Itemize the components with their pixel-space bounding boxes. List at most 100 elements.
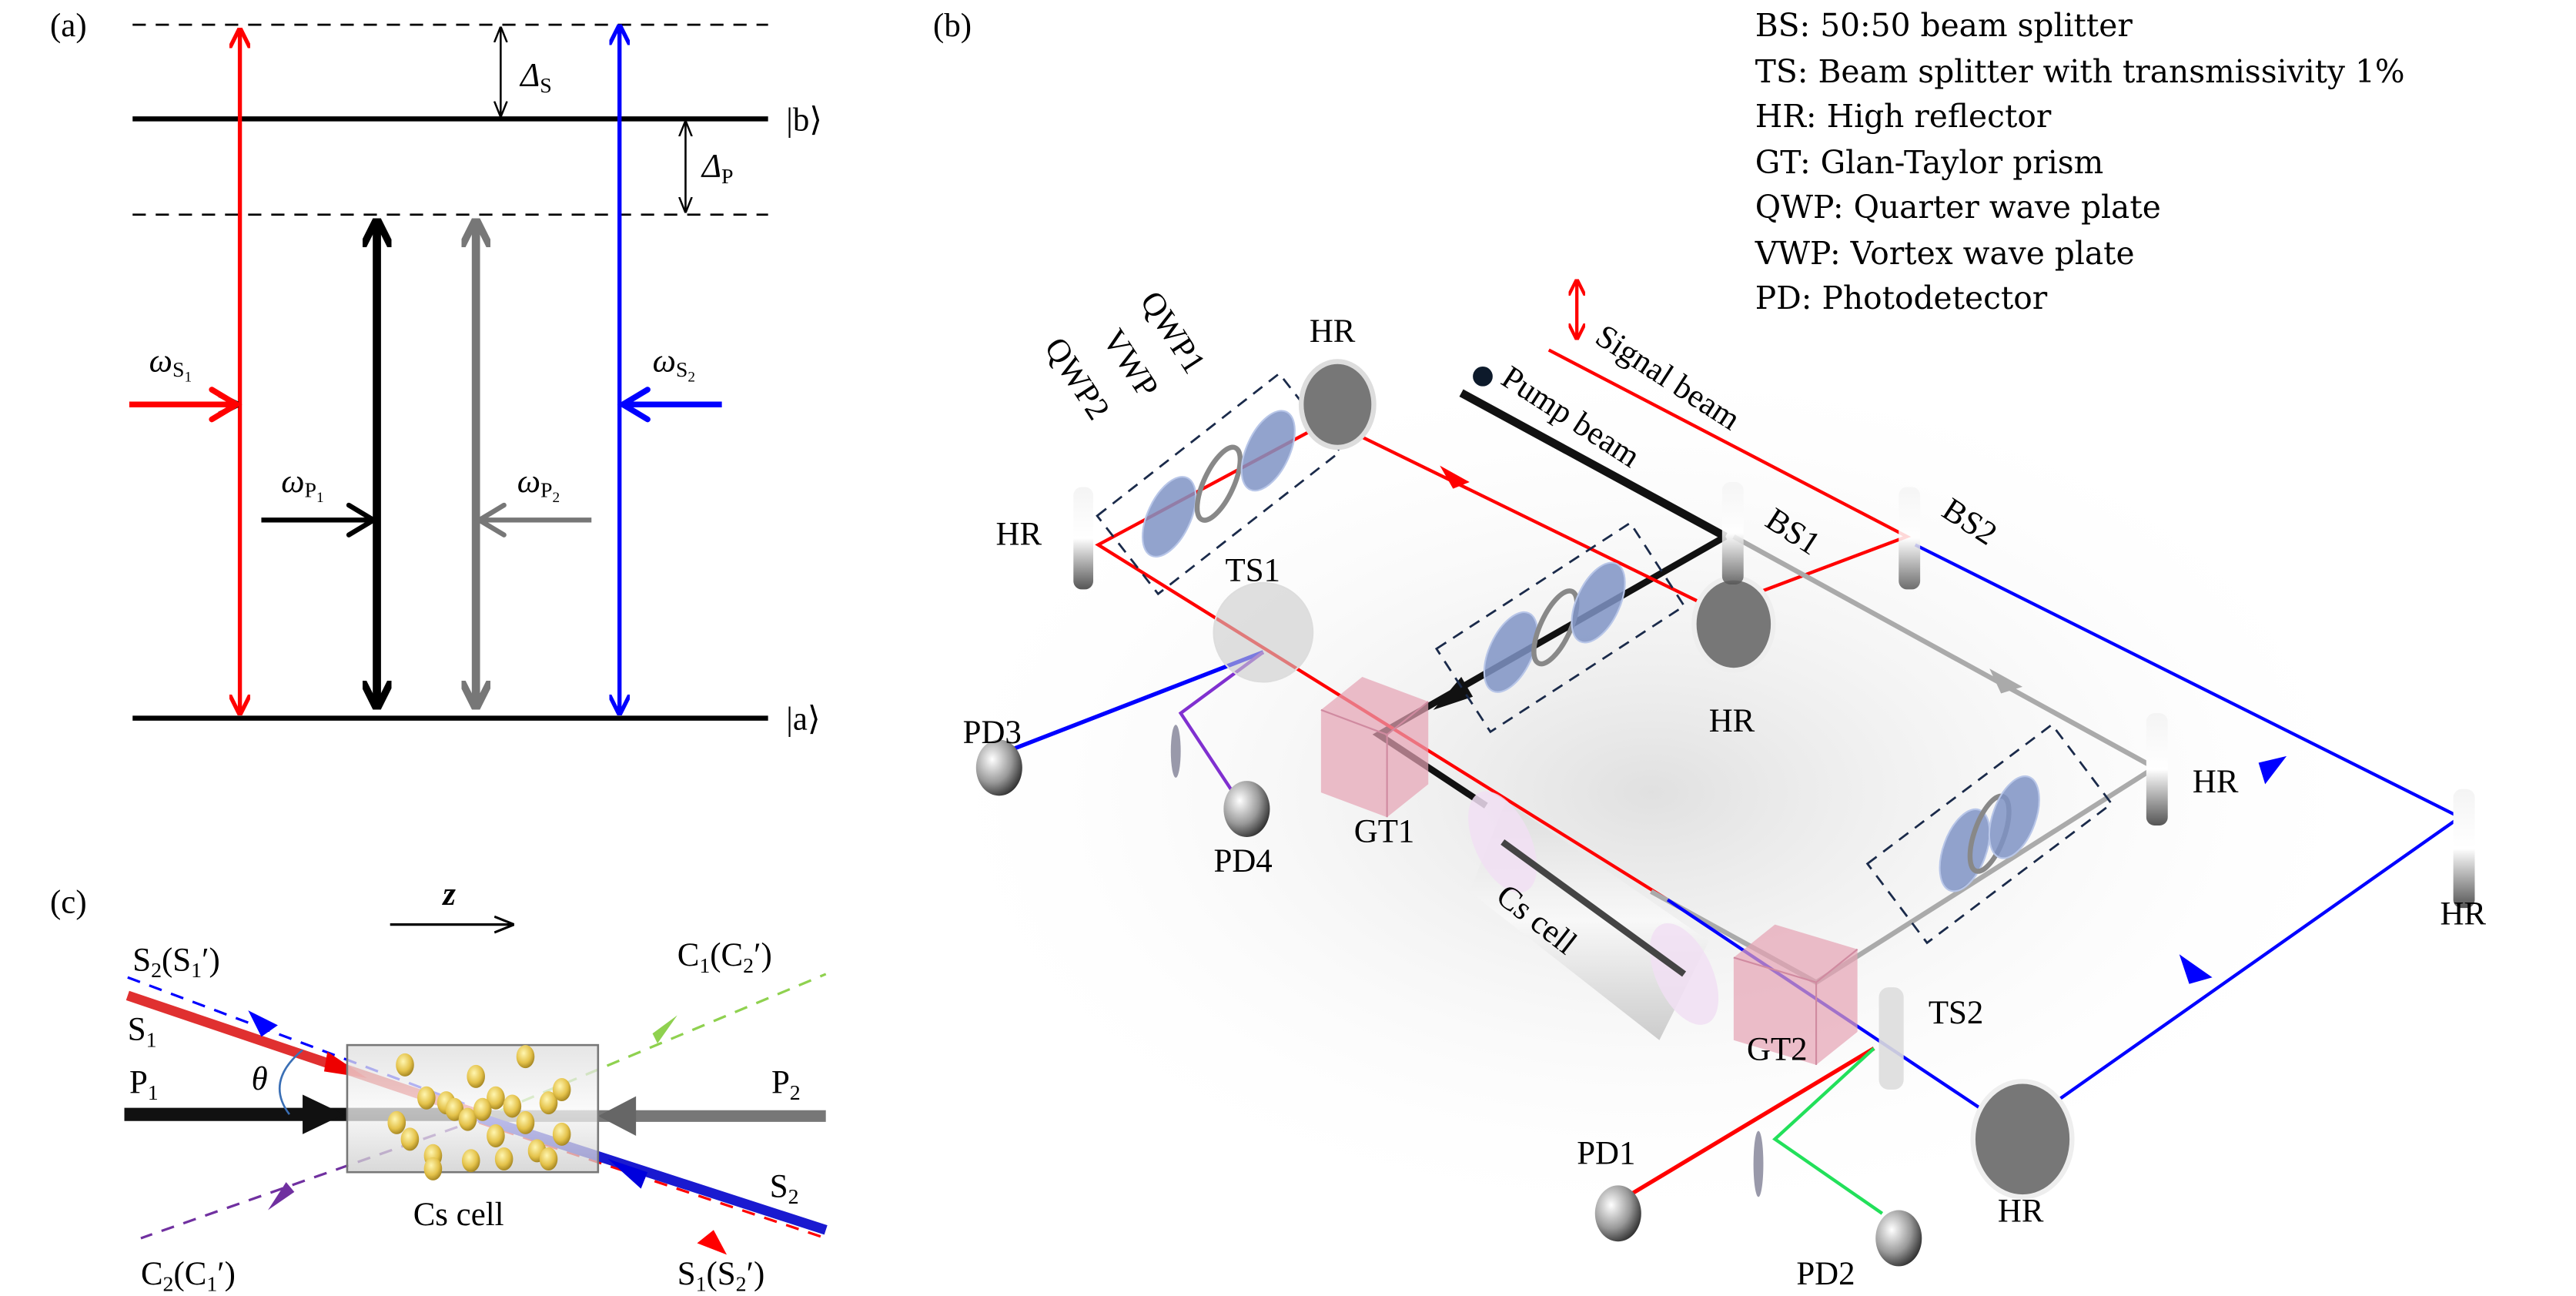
pd4-label: PD4 — [1214, 843, 1273, 879]
s2-output-arrowhead — [248, 1010, 278, 1037]
hr-label: HR — [1998, 1194, 2044, 1230]
pd2-label: PD2 — [1796, 1256, 1855, 1292]
cs-atom — [417, 1086, 436, 1110]
ts1-label: TS1 — [1226, 553, 1280, 589]
state-a-label: |a⟩ — [786, 702, 820, 738]
legend-item: QWP: Quarter wave plate — [1755, 189, 2161, 226]
c2-c1prime-label: C2(C1′) — [141, 1256, 236, 1296]
cs-cell-cylinder — [1468, 791, 1719, 1040]
s1-output-dashed — [478, 1121, 827, 1240]
qwp-plate — [1571, 561, 1626, 644]
pump1-direction-arrowhead — [1433, 677, 1474, 710]
pump-p2-beam — [1650, 534, 2159, 986]
s1-label: S1 — [128, 1012, 157, 1053]
cs-atom — [423, 1157, 443, 1180]
signal-direction-arrowhead — [1440, 465, 1470, 489]
s2-s1prime-label: S2(S1′) — [132, 943, 219, 983]
cs-atom — [458, 1107, 477, 1131]
hr-label: HR — [996, 517, 1042, 553]
z-axis-label: z — [441, 876, 456, 913]
cs-atom — [461, 1149, 480, 1173]
legend-item: GT: Glan-Taylor prism — [1755, 144, 2104, 181]
cs-atom — [539, 1147, 558, 1171]
cs-atom — [473, 1097, 492, 1121]
legend-item: PD: Photodetector — [1755, 280, 2048, 316]
pd3-label: PD3 — [963, 715, 1022, 751]
pbs-plate-ts1 — [1170, 725, 1181, 778]
legend-item: TS: Beam splitter with transmissivity 1% — [1755, 53, 2405, 90]
ts1-signal-output — [1006, 650, 1264, 753]
hr-label: HR — [1310, 313, 1356, 350]
pump-input-beam — [1459, 389, 1728, 541]
cs-atom — [494, 1147, 514, 1171]
s1-output-arrowhead — [697, 1230, 728, 1255]
legend-item: BS: 50:50 beam splitter — [1755, 7, 2133, 44]
hr-label: HR — [2193, 764, 2239, 800]
bs2-splitter — [1899, 487, 1921, 590]
cs-atom — [445, 1097, 464, 1121]
p2-arrowhead — [597, 1096, 637, 1137]
waveplate-box — [1865, 723, 2113, 945]
p1-label: P1 — [129, 1064, 159, 1105]
hr-mirror-mid — [1691, 575, 1776, 673]
table-shadow — [908, 347, 2394, 1238]
hr-mirror-left — [1073, 487, 1094, 590]
bs1-splitter — [1721, 482, 1744, 584]
legend: BS: 50:50 beam splitter TS: Beam splitte… — [1755, 7, 2405, 316]
qwp1-plate — [1240, 410, 1296, 492]
cs-atom — [467, 1064, 485, 1088]
pd1-label: PD1 — [1577, 1135, 1635, 1171]
pd2-detector — [1875, 1210, 1922, 1267]
pump-polarization-dot — [1473, 366, 1493, 387]
omega-s1-label: ωS1 — [149, 343, 192, 385]
pd4-detector — [1223, 781, 1270, 837]
detuning-s-label: ΔS — [519, 57, 552, 98]
gt1-prism — [1320, 677, 1429, 818]
cs-atom — [516, 1110, 535, 1134]
c2-output-arrowhead — [268, 1182, 295, 1211]
panel-b-setup: (b) BS: 50:50 beam splitter TS: Beam spl… — [908, 7, 2486, 1292]
c1-output-dashed — [478, 973, 827, 1121]
hr-mirror-bottom — [1970, 1079, 2075, 1200]
cs-atom — [552, 1122, 571, 1146]
cs-atom — [539, 1091, 558, 1115]
s2-arrowhead — [607, 1159, 648, 1189]
cs-atom — [503, 1094, 522, 1118]
hr-label: HR — [1709, 703, 1755, 739]
vwp-plate — [1194, 444, 1243, 523]
gt2-label: GT2 — [1747, 1031, 1808, 1067]
cs-atoms — [387, 1045, 571, 1180]
omega-p1-arrowhead — [346, 502, 379, 537]
gt2-prism — [1733, 924, 1858, 1065]
omega-s2-arrowhead — [617, 387, 651, 423]
ts2-signal-output — [1625, 1047, 1875, 1199]
s2-label: S2 — [770, 1168, 799, 1209]
ts2-conjugate-output — [1772, 1047, 1884, 1215]
legend-item: VWP: Vortex wave plate — [1755, 235, 2135, 272]
cs-atom — [487, 1086, 505, 1110]
p1-arrowhead — [303, 1094, 344, 1134]
conjugate-direction-arrowhead — [2179, 954, 2213, 984]
panel-b-tag: (b) — [933, 8, 972, 44]
cs-atom — [396, 1053, 414, 1077]
hr-label: HR — [2440, 896, 2486, 933]
theta-label: θ — [252, 1061, 268, 1097]
p2-label: P2 — [771, 1064, 801, 1105]
panel-c-tag: (c) — [50, 885, 87, 921]
qwp-plate — [1988, 775, 2040, 859]
qwp2-plate — [1142, 476, 1197, 558]
panel-c-geometry: (c) z S2(S1′) S1 P1 θ P2 C1(C2′) S2 C2(C… — [50, 876, 828, 1296]
omega-s1-arrowhead — [209, 387, 243, 423]
cs-atom — [400, 1127, 420, 1151]
theta-angle-arc — [279, 1049, 303, 1115]
state-b-label: |b⟩ — [786, 102, 822, 138]
cs-cell-label: Cs cell — [413, 1197, 504, 1233]
pbs-plate-ts2 — [1753, 1130, 1764, 1197]
ts2-label: TS2 — [1929, 995, 1983, 1031]
vwp-plate — [1531, 588, 1580, 667]
panel-a-energy-levels: (a) |b⟩ |a⟩ ΔS ΔP ωS1 ωS2 ωP1 ωP2 — [50, 8, 822, 737]
omega-p1-label: ωP1 — [281, 464, 323, 506]
gt1-label: GT1 — [1354, 813, 1415, 849]
omega-p2-label: ωP2 — [517, 464, 560, 506]
